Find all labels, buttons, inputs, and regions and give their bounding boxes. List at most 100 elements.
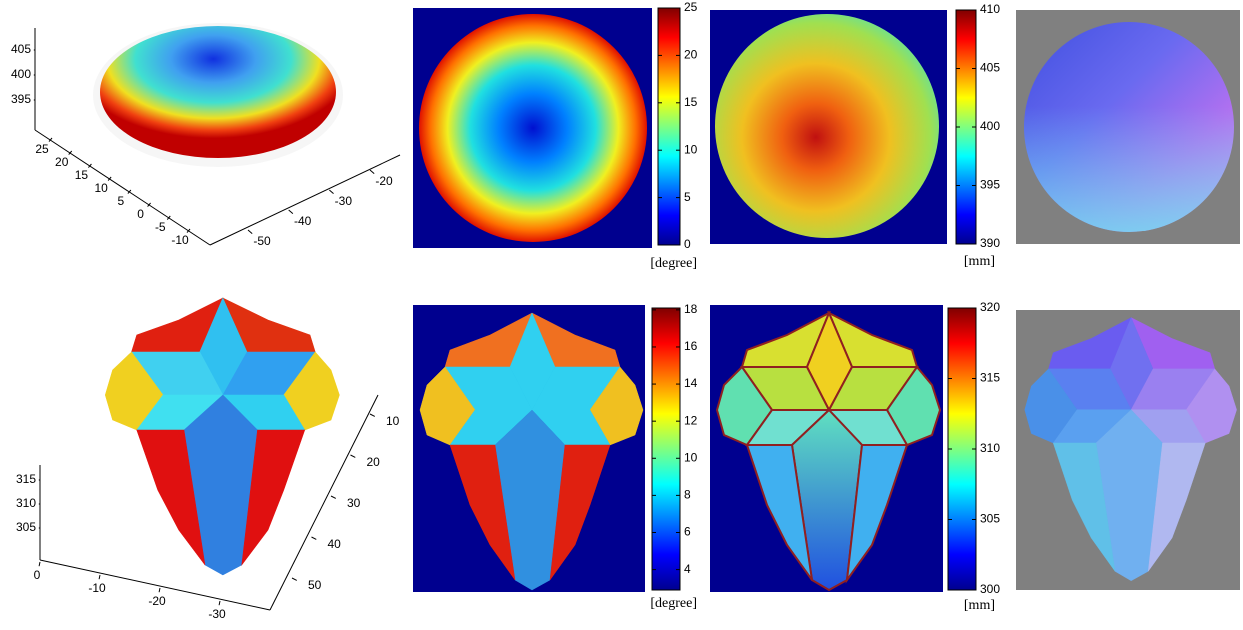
scatter-points [100, 26, 336, 158]
angle-map-1 [413, 8, 652, 248]
axis-tick-label: 0 [34, 568, 41, 582]
axis-tick [288, 209, 294, 214]
colorbar-tick-label: 320 [980, 300, 1000, 314]
facet [549, 444, 611, 581]
axis-tick-label: 25 [35, 142, 49, 156]
unit-label: [mm] [964, 598, 995, 613]
colorbar-tick-label: 5 [684, 190, 691, 204]
colorbar-tick-label: 8 [684, 488, 691, 502]
axis-tick [330, 495, 337, 499]
axis-tick-label: 50 [308, 578, 322, 592]
colorbar-tick-label: 6 [684, 525, 691, 539]
axis-tick [107, 176, 112, 181]
normal-map-1 [1016, 10, 1240, 244]
axis-tick [48, 137, 53, 142]
colorbar-tick-label: 315 [980, 371, 1000, 385]
normal-map-2 [1016, 310, 1240, 590]
unit-label: [mm] [964, 254, 995, 269]
axis-tick-label: 15 [75, 168, 89, 182]
colorbar-tick-label: 15 [684, 95, 698, 109]
colorbar-tick-label: 400 [980, 119, 1000, 133]
axis-tick-label: 20 [367, 455, 381, 469]
axis-line [34, 129, 211, 246]
colorbar-tick-label: 10 [684, 450, 698, 464]
facet [1052, 442, 1116, 572]
depth-map-2 [710, 305, 943, 592]
axis-tick-label: 5 [118, 194, 125, 208]
facet [449, 444, 516, 581]
axis-tick [88, 163, 92, 168]
axis-line [39, 559, 271, 611]
angle-map-2 [413, 305, 645, 592]
axis-tick-label: -20 [148, 594, 166, 608]
axis-tick [369, 413, 376, 417]
axis-tick [311, 536, 317, 540]
axis-tick-label: -20 [375, 174, 393, 188]
colorbar-tick-label: 25 [684, 0, 698, 14]
axis-tick [68, 150, 73, 155]
colorbar-tick-label: 4 [684, 562, 691, 576]
facet [136, 429, 206, 566]
axis-tick-label: 405 [11, 42, 31, 56]
facet [241, 429, 306, 566]
axis-tick-label: 310 [16, 496, 36, 510]
axis-tick-label: 0 [137, 207, 144, 221]
axis-tick [166, 215, 171, 220]
colorbar-tick-label: 305 [980, 512, 1000, 526]
axis-tick [158, 587, 161, 593]
axis-tick-label: 400 [11, 67, 31, 81]
axis-tick [369, 169, 375, 174]
colorbar-tick-label: 12 [684, 413, 698, 427]
axis-tick-label: -10 [88, 581, 106, 595]
axis-tick [186, 228, 191, 233]
axis-tick [247, 229, 253, 234]
colorbar-tick-label: 410 [980, 2, 1000, 16]
axis-tick-label: 10 [94, 181, 108, 195]
axis-tick-label: -5 [155, 220, 166, 234]
axis-tick [147, 202, 151, 207]
map-disc [419, 14, 647, 242]
axis-tick-label: 305 [16, 520, 36, 534]
axis-tick [291, 577, 298, 581]
colorbar [657, 7, 681, 246]
facet [1147, 442, 1206, 573]
colorbar-tick-label: 16 [684, 339, 698, 353]
axis-line [269, 394, 379, 611]
axis-tick [38, 561, 41, 567]
axis-tick-label: 30 [347, 496, 361, 510]
axis-tick-label: -30 [208, 607, 226, 621]
colorbar-tick-label: 405 [980, 61, 1000, 75]
facet [845, 444, 909, 584]
axis-tick-label: 315 [16, 472, 36, 486]
colorbar-tick-label: 390 [980, 236, 1000, 250]
facet [745, 444, 813, 581]
unit-label: [degree] [650, 256, 697, 271]
colorbar-tick-label: 300 [980, 582, 1000, 596]
colorbar [947, 307, 977, 591]
axis-tick-label: -30 [335, 194, 353, 208]
axis-tick-label: 10 [386, 414, 400, 428]
axis-tick-label: 40 [328, 537, 342, 551]
axis-tick-label: 20 [55, 155, 69, 169]
axis-tick-label: -40 [294, 214, 312, 228]
map-disc [715, 14, 939, 238]
colorbar-tick-label: 0 [684, 237, 691, 251]
colorbar-tick-label: 395 [980, 178, 1000, 192]
axis-tick [98, 574, 101, 580]
axis-tick [350, 454, 356, 458]
scatter-plot-1 [93, 23, 343, 167]
axis-tick [329, 189, 334, 194]
colorbar-tick-label: 310 [980, 441, 1000, 455]
scatter-plot-2 [104, 297, 340, 576]
depth-map-1 [710, 10, 947, 244]
axis-line [209, 154, 401, 246]
map-disc-shade [1024, 22, 1234, 232]
axis-tick-label: -50 [253, 234, 271, 248]
colorbar [651, 307, 681, 591]
axis-tick-label: 395 [11, 92, 31, 106]
colorbar-tick-label: 18 [684, 302, 698, 316]
axis-tick [127, 189, 132, 194]
colorbar-tick-label: 10 [684, 142, 698, 156]
